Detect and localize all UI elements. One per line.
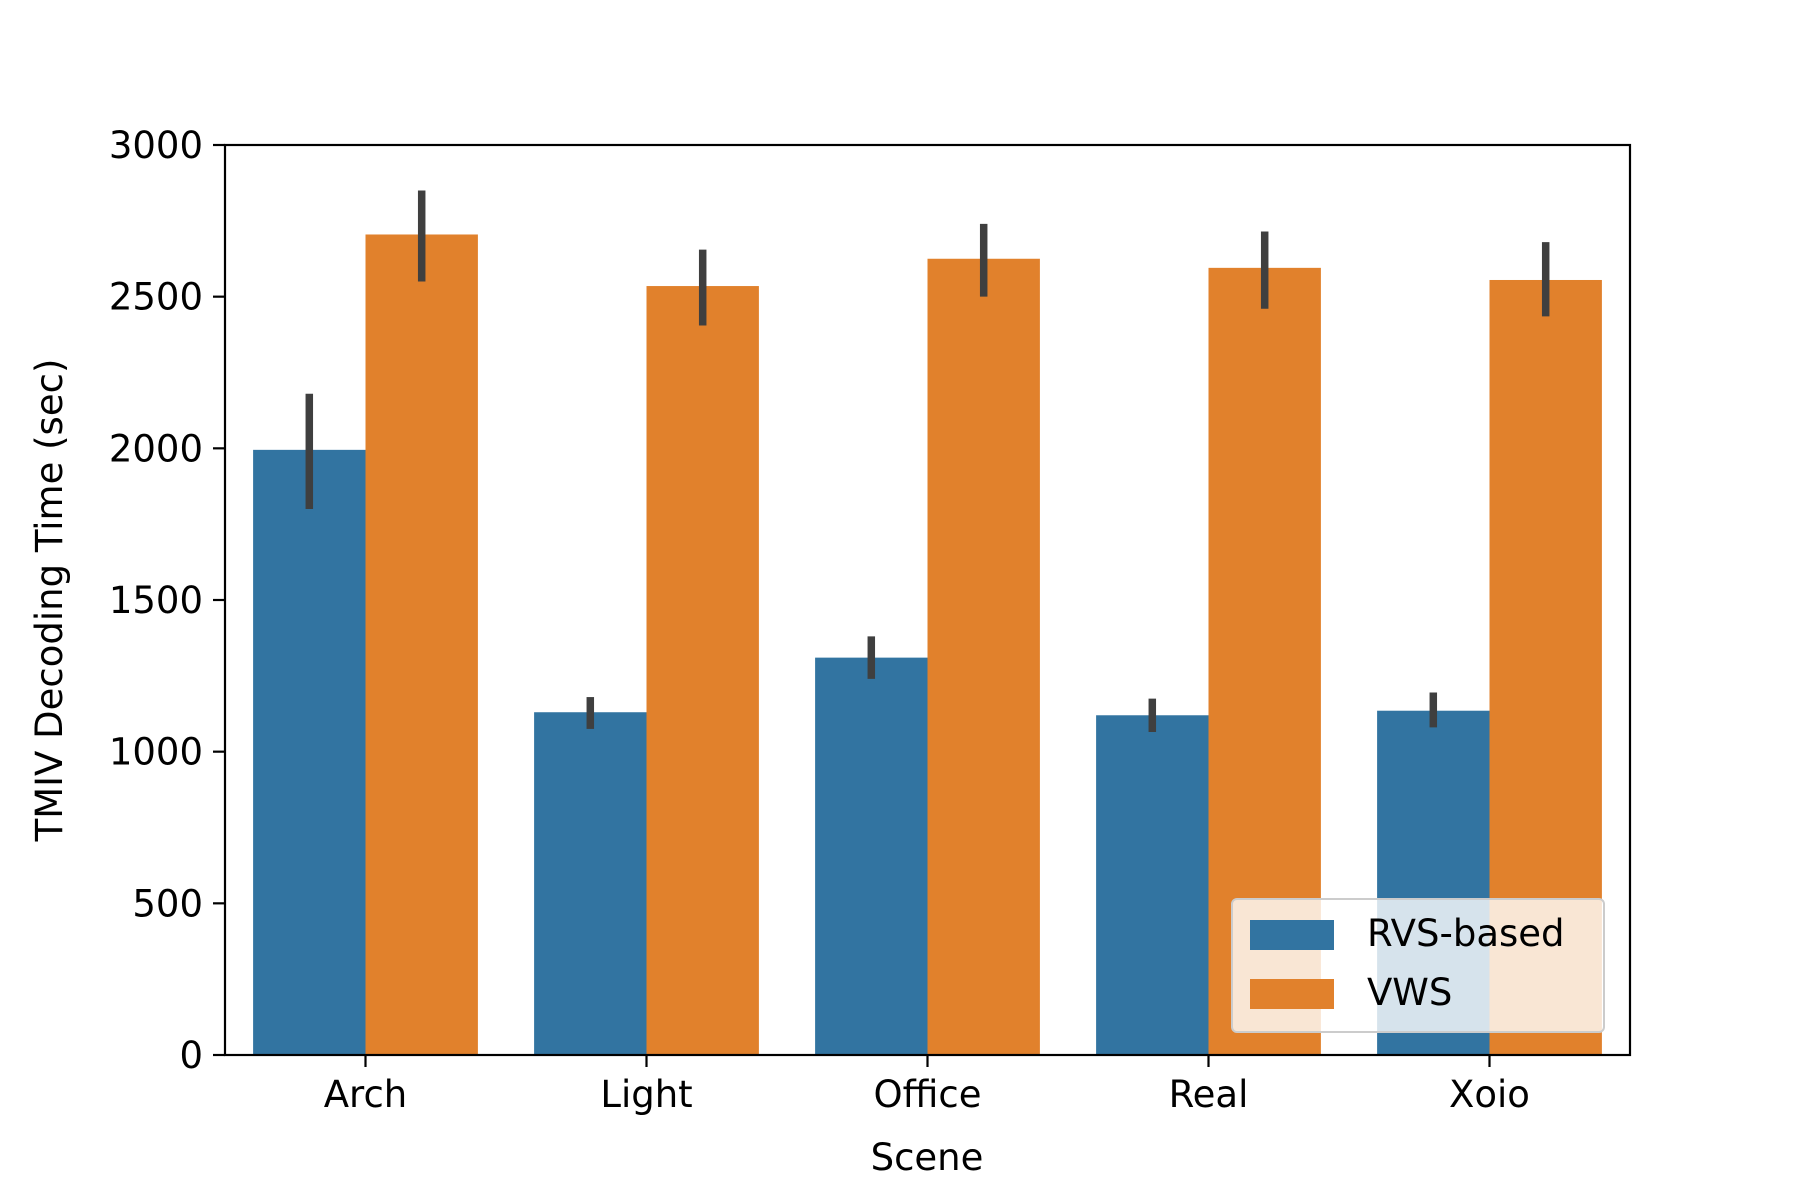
bar-vws-office (927, 258, 1040, 1055)
bar-vws-arch (365, 234, 478, 1055)
x-tick-label-real: Real (1169, 1073, 1249, 1116)
y-tick-label: 1000 (109, 731, 203, 774)
bar-vws-light (646, 286, 759, 1055)
bar-rvs-based-real (1096, 715, 1209, 1055)
y-tick-label: 2500 (109, 276, 203, 319)
y-tick-label: 3000 (109, 124, 203, 167)
y-tick-label: 2000 (109, 427, 203, 470)
y-tick-label: 500 (132, 882, 203, 925)
y-axis: 0 500 1000 1500 2000 2500 3000 (109, 124, 225, 1077)
legend-label-rvs-based: RVS-based (1367, 912, 1565, 955)
bar-rvs-based-office (815, 657, 928, 1055)
error-bars-layer (305, 190, 1550, 732)
x-tick-label-office: Office (873, 1073, 981, 1116)
y-axis-label: TMIV Decoding Time (sec) (28, 359, 71, 843)
x-axis: Arch Light Office Real Xoio (324, 1055, 1530, 1116)
x-tick-label-arch: Arch (324, 1073, 408, 1116)
legend-label-vws: VWS (1367, 971, 1452, 1014)
x-axis-label: Scene (871, 1136, 984, 1179)
bar-rvs-based-arch (253, 449, 366, 1056)
x-tick-label-light: Light (600, 1073, 692, 1116)
legend-swatch-vws (1250, 979, 1334, 1009)
y-tick-label: 1500 (109, 579, 203, 622)
x-tick-label-xoio: Xoio (1449, 1073, 1530, 1116)
legend-swatch-rvs-based (1250, 920, 1334, 950)
y-tick-label: 0 (179, 1034, 203, 1077)
bar-rvs-based-light (534, 712, 647, 1055)
legend: RVS-based VWS (1231, 898, 1605, 1033)
